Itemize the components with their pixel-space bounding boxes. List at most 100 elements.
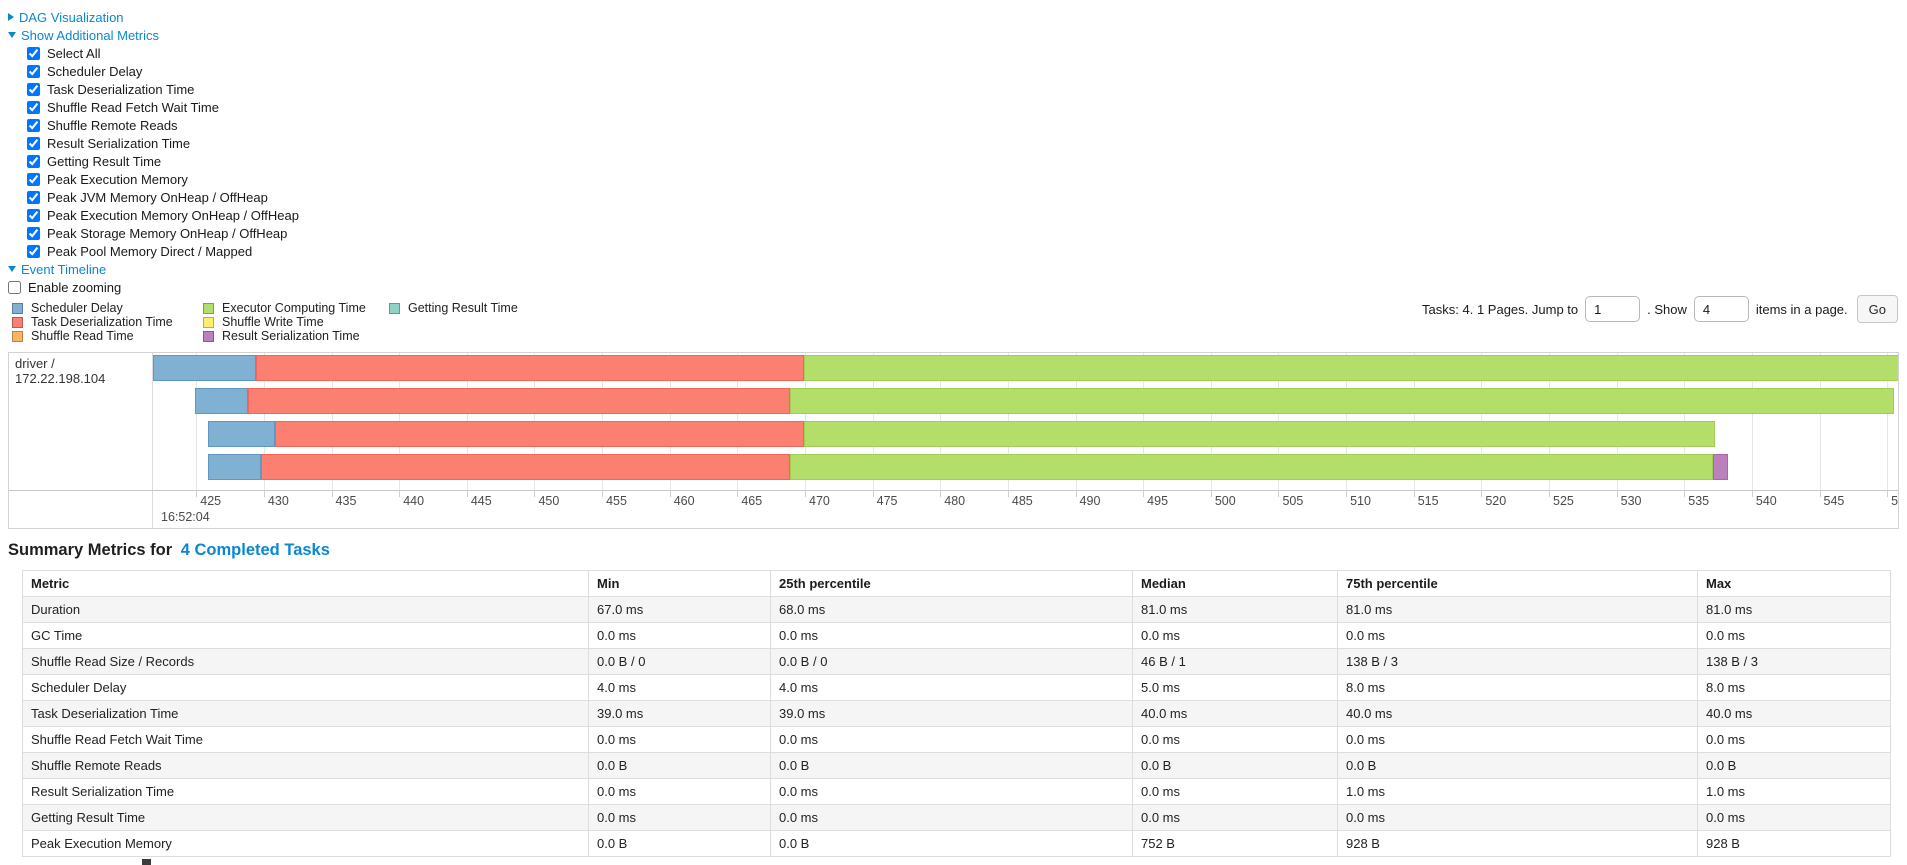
axis-tick (1549, 491, 1550, 497)
metric-name-cell: Duration (22, 596, 589, 623)
metric-value-cell: 0.0 ms (588, 622, 771, 649)
task-3-segment-executor-computing-time[interactable] (803, 421, 1716, 447)
axis-tick-label: 455 (606, 494, 627, 508)
executor-computing-time-swatch-icon (203, 302, 214, 314)
metric-checkbox-peak-execution-memory[interactable] (27, 172, 40, 186)
column-header-max: Max (1697, 570, 1891, 597)
axis-tick (1346, 491, 1348, 497)
metric-checkbox-shuffle-remote-reads[interactable] (27, 118, 40, 132)
summary-heading-text: Summary Metrics for (8, 541, 173, 559)
table-header-row: Metric Min 25th percentile Median 75th perce… (22, 570, 1891, 597)
collapsed-arrow-icon (8, 13, 14, 21)
task-4-segment-executor-computing-time[interactable] (790, 454, 1713, 480)
legend-item-executor-computing-time: Executor Computing Time (203, 301, 389, 315)
metric-value-cell: 138 B / 3 (1337, 648, 1698, 675)
legend-item-getting-result-time: Getting Result Time (389, 301, 580, 315)
table-row: Scheduler Delay 4.0 ms 4.0 ms 5.0 ms 8.0 ms 8… (22, 674, 1891, 701)
metric-checkbox-result-serialization-time[interactable] (27, 136, 40, 150)
axis-tick (602, 491, 604, 497)
metric-name-cell: Result Serialization Time (22, 778, 589, 805)
task-1-segment-task-deserialization-time[interactable] (255, 355, 804, 381)
task-3-segment-task-deserialization-time[interactable] (274, 421, 804, 447)
metric-checkbox-task-deserialization-time[interactable] (27, 82, 40, 96)
metric-value-cell: 0.0 B (770, 752, 1133, 779)
task-1-segment-executor-computing-time[interactable] (803, 355, 1898, 381)
axis-tick-label: 465 (741, 494, 763, 508)
metric-value-cell: 0.0 ms (1697, 622, 1891, 649)
metric-checkbox-select-all[interactable] (27, 46, 40, 60)
shuffle-read-time-swatch-icon (12, 330, 23, 342)
axis-tick-label: 510 (1350, 494, 1371, 508)
axis-tick (669, 491, 671, 497)
metric-value-cell: 40.0 ms (1697, 700, 1891, 727)
items-per-page-input[interactable] (1693, 296, 1749, 322)
completed-tasks-link[interactable]: 4 Completed Tasks (180, 541, 330, 559)
axis-tick (1007, 491, 1009, 497)
task-4-segment-scheduler-delay[interactable] (208, 454, 262, 480)
task-2-segment-executor-computing-time[interactable] (790, 388, 1894, 414)
metric-checkbox-getting-result-time[interactable] (27, 154, 40, 168)
metric-value-cell: 0.0 ms (1337, 622, 1698, 649)
task-3-segment-scheduler-delay[interactable] (208, 421, 275, 447)
enable-zooming-checkbox[interactable] (8, 280, 21, 294)
summary-metrics-table: Metric Min 25th percentile Median 75th perce… (22, 570, 1891, 857)
task-2-segment-task-deserialization-time[interactable] (247, 388, 791, 414)
metric-value-cell: 0.0 ms (1697, 726, 1891, 753)
metric-checkbox-label: Getting Result Time (47, 153, 162, 169)
axis-tick (466, 491, 468, 497)
metric-value-cell: 0.0 B (770, 830, 1133, 857)
metric-checkbox-peak-jvm-memory-onheap-offheap[interactable] (27, 190, 40, 204)
metric-value-cell: 39.0 ms (588, 700, 771, 727)
timeline-plot-area[interactable] (153, 353, 1898, 490)
legend-item-scheduler-delay: Scheduler Delay (12, 301, 203, 315)
axis-tick (1819, 491, 1821, 497)
metric-value-cell: 40.0 ms (1337, 700, 1698, 727)
axis-tick-label: 435 (335, 494, 357, 508)
task-4-segment-task-deserialization-time[interactable] (261, 454, 791, 480)
metric-name-cell: Getting Result Time (22, 804, 589, 831)
metric-checkbox-peak-storage-memory-onheap-offheap[interactable] (27, 226, 40, 240)
axis-tick (1413, 491, 1415, 497)
axis-tick-label: 520 (1485, 494, 1507, 508)
axis-line (9, 490, 1898, 491)
metric-checkbox-label: Peak Storage Memory OnHeap / OffHeap (47, 225, 288, 241)
event-timeline-toggle[interactable]: Event Timeline (21, 261, 107, 277)
legend-item-task-deserialization-time: Task Deserialization Time (12, 315, 203, 329)
metric-value-cell: 4.0 ms (588, 674, 771, 701)
metric-checkbox-shuffle-read-fetch-wait-time[interactable] (27, 100, 40, 114)
metric-value-cell: 8.0 ms (1337, 674, 1698, 701)
shuffle-write-time-swatch-icon (203, 316, 214, 328)
metric-value-cell: 0.0 ms (770, 778, 1133, 805)
metric-checkbox-peak-execution-memory-onheap-offheap[interactable] (27, 208, 40, 222)
metric-value-cell: 928 B (1697, 830, 1891, 857)
axis-tick-label: 450 (538, 494, 560, 508)
axis-tick-label: 430 (267, 494, 289, 508)
summary-metrics-heading: Summary Metrics for 4 Completed Tasks (8, 541, 330, 560)
metric-checkbox-peak-pool-memory-direct-mapped[interactable] (27, 244, 40, 258)
axis-tick-label: 495 (1147, 494, 1169, 508)
metric-checkbox-label: Peak Pool Memory Direct / Mapped (47, 243, 253, 259)
axis-tick (737, 491, 739, 497)
task-4-segment-result-serialization-time[interactable] (1712, 454, 1728, 480)
metric-checkbox-scheduler-delay[interactable] (27, 64, 40, 78)
clipped-content-fragment (142, 859, 151, 865)
metric-value-cell: 0.0 ms (588, 804, 771, 831)
metric-value-cell: 138 B / 3 (1697, 648, 1891, 675)
metric-value-cell: 67.0 ms (588, 596, 771, 623)
metric-value-cell: 0.0 ms (770, 726, 1133, 753)
metric-checkbox-label: Shuffle Remote Reads (47, 117, 178, 133)
task-2-segment-scheduler-delay[interactable] (194, 388, 248, 414)
jump-to-page-input[interactable] (1585, 296, 1641, 322)
metric-name-cell: Peak Execution Memory (22, 830, 589, 857)
legend-item-shuffle-write-time: Shuffle Write Time (203, 315, 389, 329)
axis-tick-label: 545 (1823, 494, 1845, 508)
column-header-25th-percentile: 25th percentile (770, 570, 1133, 597)
dag-visualization-toggle[interactable]: DAG Visualization (19, 9, 124, 25)
go-button[interactable]: Go (1856, 295, 1898, 323)
show-additional-metrics-toggle[interactable]: Show Additional Metrics (21, 27, 160, 43)
task-1-segment-scheduler-delay[interactable] (153, 355, 256, 381)
column-header-min: Min (588, 570, 771, 597)
task-deserialization-time-swatch-icon (12, 316, 23, 328)
timeline-group-label: driver / 172.22.198.104 (9, 353, 153, 528)
axis-tick (872, 491, 874, 497)
